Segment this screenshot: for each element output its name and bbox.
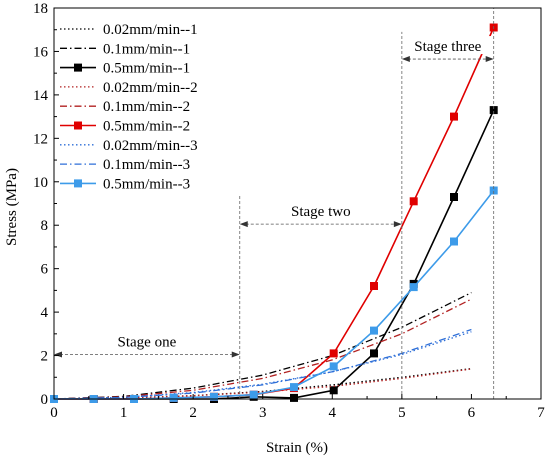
y-tick-label: 6 <box>41 262 49 278</box>
series-3-point <box>450 193 458 201</box>
x-tick-label: 5 <box>398 405 406 421</box>
y-tick-label: 16 <box>33 44 49 60</box>
legend-label-3: 0.5mm/min--1 <box>103 61 190 77</box>
legend-label-8: 0.1mm/min--3 <box>103 157 190 173</box>
series-9-point <box>489 186 498 195</box>
x-tick-label: 1 <box>120 405 128 421</box>
legend-marker-9 <box>74 179 82 188</box>
legend-marker-3 <box>74 63 82 72</box>
series-line-9 <box>54 190 495 400</box>
x-tick-label: 2 <box>189 405 197 421</box>
series-line-7 <box>53 331 472 400</box>
series-6-point <box>450 112 458 121</box>
legend-label-1: 0.02mm/min--1 <box>103 22 198 38</box>
stage-arrow-left <box>239 221 248 228</box>
stage-arrow-right <box>231 351 240 358</box>
annotation-layer: Stage one Stage two Stage three <box>54 8 495 399</box>
series-9-point <box>370 326 378 335</box>
legend-label-7: 0.02mm/min--3 <box>103 138 198 154</box>
y-tick-label: 14 <box>33 88 49 104</box>
stage-arrow-right <box>393 221 402 228</box>
y-tick-label: 4 <box>41 305 49 321</box>
legend-label-6: 0.5mm/min--2 <box>103 119 190 135</box>
series-3-point <box>329 386 338 395</box>
legend-label-4: 0.02mm/min--2 <box>103 80 198 96</box>
series-6-point <box>329 349 338 358</box>
y-tick-label: 0 <box>41 392 49 408</box>
series-9-point <box>450 237 458 246</box>
stage-label: Stage two <box>291 204 351 220</box>
stage-arrow-left <box>401 56 410 63</box>
y-tick-label: 2 <box>41 349 49 365</box>
x-axis-title: Strain (%) <box>266 440 328 456</box>
series-3-point <box>370 349 378 358</box>
y-axis-title: Stress (MPa) <box>4 168 20 246</box>
stage-label: Stage one <box>118 334 177 350</box>
legend-marker-6 <box>74 121 82 130</box>
series-6-point <box>370 282 378 290</box>
legend-label-5: 0.1mm/min--2 <box>103 99 190 115</box>
series-9-point <box>249 390 258 399</box>
x-tick-label: 7 <box>537 405 545 421</box>
legend-label-2: 0.1mm/min--1 <box>103 41 190 57</box>
stage-label-bg <box>404 36 492 55</box>
x-tick-label: 3 <box>259 405 267 421</box>
stage-label-bg <box>284 201 358 220</box>
series-9-point <box>210 392 218 401</box>
series-3-point <box>489 106 498 115</box>
stage-arrow-right <box>485 56 494 63</box>
legend-label-9: 0.5mm/min--3 <box>103 176 190 192</box>
y-tick-label: 12 <box>33 131 48 147</box>
y-tick-label: 10 <box>33 175 48 191</box>
series-9-point <box>329 362 338 371</box>
y-tick-label: 8 <box>41 218 49 234</box>
x-tick-label: 6 <box>468 405 476 421</box>
stage-arrow-left <box>54 351 62 358</box>
series-9-point <box>409 283 418 292</box>
y-tick-label: 18 <box>33 1 48 17</box>
x-tick-label: 0 <box>50 405 58 421</box>
stage-label: Stage three <box>414 39 481 55</box>
series-9-point <box>169 393 178 402</box>
x-tick-label: 4 <box>329 405 337 421</box>
series-9-point <box>290 383 298 392</box>
legend: 0.02mm/min--1 0.1mm/min--1 0.5mm/min--1 0.0… <box>60 22 198 192</box>
series-6-point <box>409 197 418 206</box>
series-3-point <box>290 393 298 402</box>
stage-label-bg <box>110 331 184 350</box>
